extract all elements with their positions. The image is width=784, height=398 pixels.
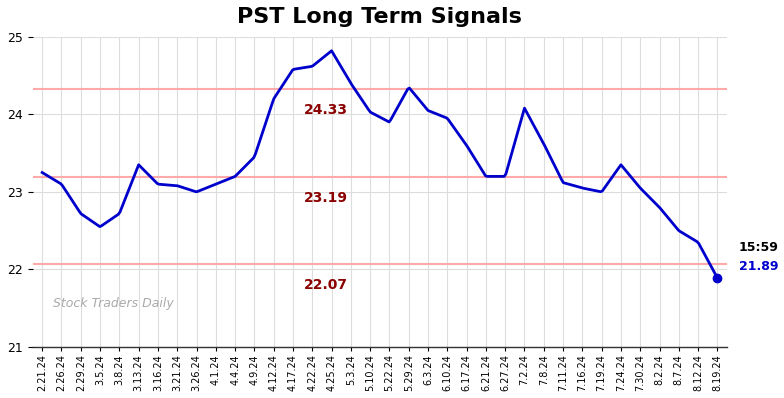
Title: PST Long Term Signals: PST Long Term Signals (238, 7, 522, 27)
Text: 15:59: 15:59 (739, 241, 779, 254)
Text: 24.33: 24.33 (303, 103, 348, 117)
Text: 23.19: 23.19 (303, 191, 348, 205)
Text: Stock Traders Daily: Stock Traders Daily (53, 297, 174, 310)
Text: 22.07: 22.07 (303, 278, 348, 292)
Text: 21.89: 21.89 (739, 260, 779, 273)
